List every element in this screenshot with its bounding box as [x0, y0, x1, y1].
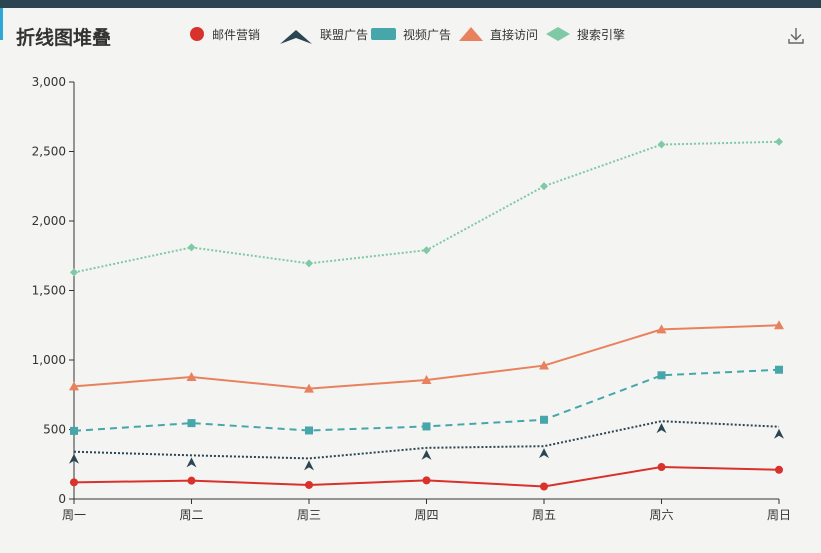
data-point[interactable]: [421, 449, 432, 460]
data-point[interactable]: [540, 415, 548, 424]
legend-label: 直接访问: [490, 27, 539, 42]
data-point[interactable]: [304, 383, 314, 393]
chart-title: 折线图堆叠: [16, 27, 112, 49]
x-tick-label: 周三: [297, 508, 321, 522]
legend-marker-icon: [278, 24, 314, 44]
data-point[interactable]: [422, 246, 431, 255]
data-point[interactable]: [186, 371, 197, 381]
data-point[interactable]: [187, 419, 196, 428]
data-point[interactable]: [657, 140, 666, 149]
series-4: [69, 320, 784, 393]
x-tick-label: 周五: [532, 508, 556, 522]
data-point[interactable]: [422, 422, 431, 431]
data-point[interactable]: [69, 453, 79, 464]
data-point[interactable]: [305, 259, 313, 268]
data-point[interactable]: [70, 268, 78, 277]
download-icon[interactable]: [786, 26, 806, 46]
top-bar: [0, 0, 821, 8]
data-point[interactable]: [186, 457, 197, 468]
data-point[interactable]: [656, 324, 667, 334]
y-tick-label: 1,000: [32, 353, 66, 367]
legend-label: 联盟广告: [320, 27, 369, 42]
data-point[interactable]: [304, 460, 314, 471]
legend-marker-icon: [458, 26, 484, 42]
data-point[interactable]: [70, 426, 78, 435]
data-point[interactable]: [539, 360, 549, 370]
y-tick-label: 1,500: [32, 284, 66, 298]
legend-marker-icon: [545, 26, 571, 42]
y-tick-label: 2,000: [32, 214, 66, 228]
data-point[interactable]: [69, 381, 79, 391]
legend-item[interactable]: 搜索引擎: [545, 24, 625, 44]
data-point[interactable]: [774, 320, 784, 330]
series-5: [70, 137, 783, 277]
y-tick-label: 0: [58, 492, 66, 506]
y-tick-label: 500: [43, 423, 66, 437]
data-point[interactable]: [774, 428, 784, 439]
legend-label: 视频广告: [403, 27, 452, 42]
x-tick-label: 周二: [179, 508, 203, 522]
y-tick-label: 2,500: [32, 145, 66, 159]
legend-item[interactable]: 邮件营销: [188, 24, 260, 44]
x-tick-label: 周六: [649, 508, 673, 522]
series-line[interactable]: [73, 420, 780, 460]
series-1: [70, 463, 783, 491]
data-point[interactable]: [540, 482, 548, 491]
data-point[interactable]: [775, 465, 783, 474]
data-point[interactable]: [539, 448, 549, 459]
legend-label: 邮件营销: [212, 27, 261, 42]
legend-label: 搜索引擎: [577, 27, 626, 42]
legend-item[interactable]: 视频广告: [371, 24, 451, 44]
data-point[interactable]: [305, 480, 313, 489]
data-point[interactable]: [70, 478, 78, 487]
data-point[interactable]: [540, 182, 548, 191]
data-point[interactable]: [657, 463, 666, 472]
x-tick-label: 周四: [414, 508, 438, 522]
data-point[interactable]: [305, 426, 313, 435]
series-3: [70, 365, 783, 435]
series-2: [69, 420, 784, 471]
legend-item[interactable]: 联盟广告: [278, 24, 368, 44]
left-accent: [0, 8, 3, 40]
y-tick-label: 3,000: [32, 75, 66, 89]
data-point[interactable]: [187, 243, 196, 252]
legend-marker-icon: [188, 26, 206, 42]
data-point[interactable]: [422, 476, 431, 485]
legend-item[interactable]: 直接访问: [458, 24, 538, 44]
data-point[interactable]: [775, 137, 783, 146]
data-point[interactable]: [775, 365, 783, 374]
x-tick-label: 周一: [62, 508, 86, 522]
data-point[interactable]: [657, 371, 666, 380]
data-point[interactable]: [187, 476, 196, 485]
data-point[interactable]: [421, 375, 432, 385]
x-tick-label: 周日: [767, 508, 791, 522]
data-point[interactable]: [656, 423, 667, 434]
legend-marker-icon: [371, 26, 397, 42]
